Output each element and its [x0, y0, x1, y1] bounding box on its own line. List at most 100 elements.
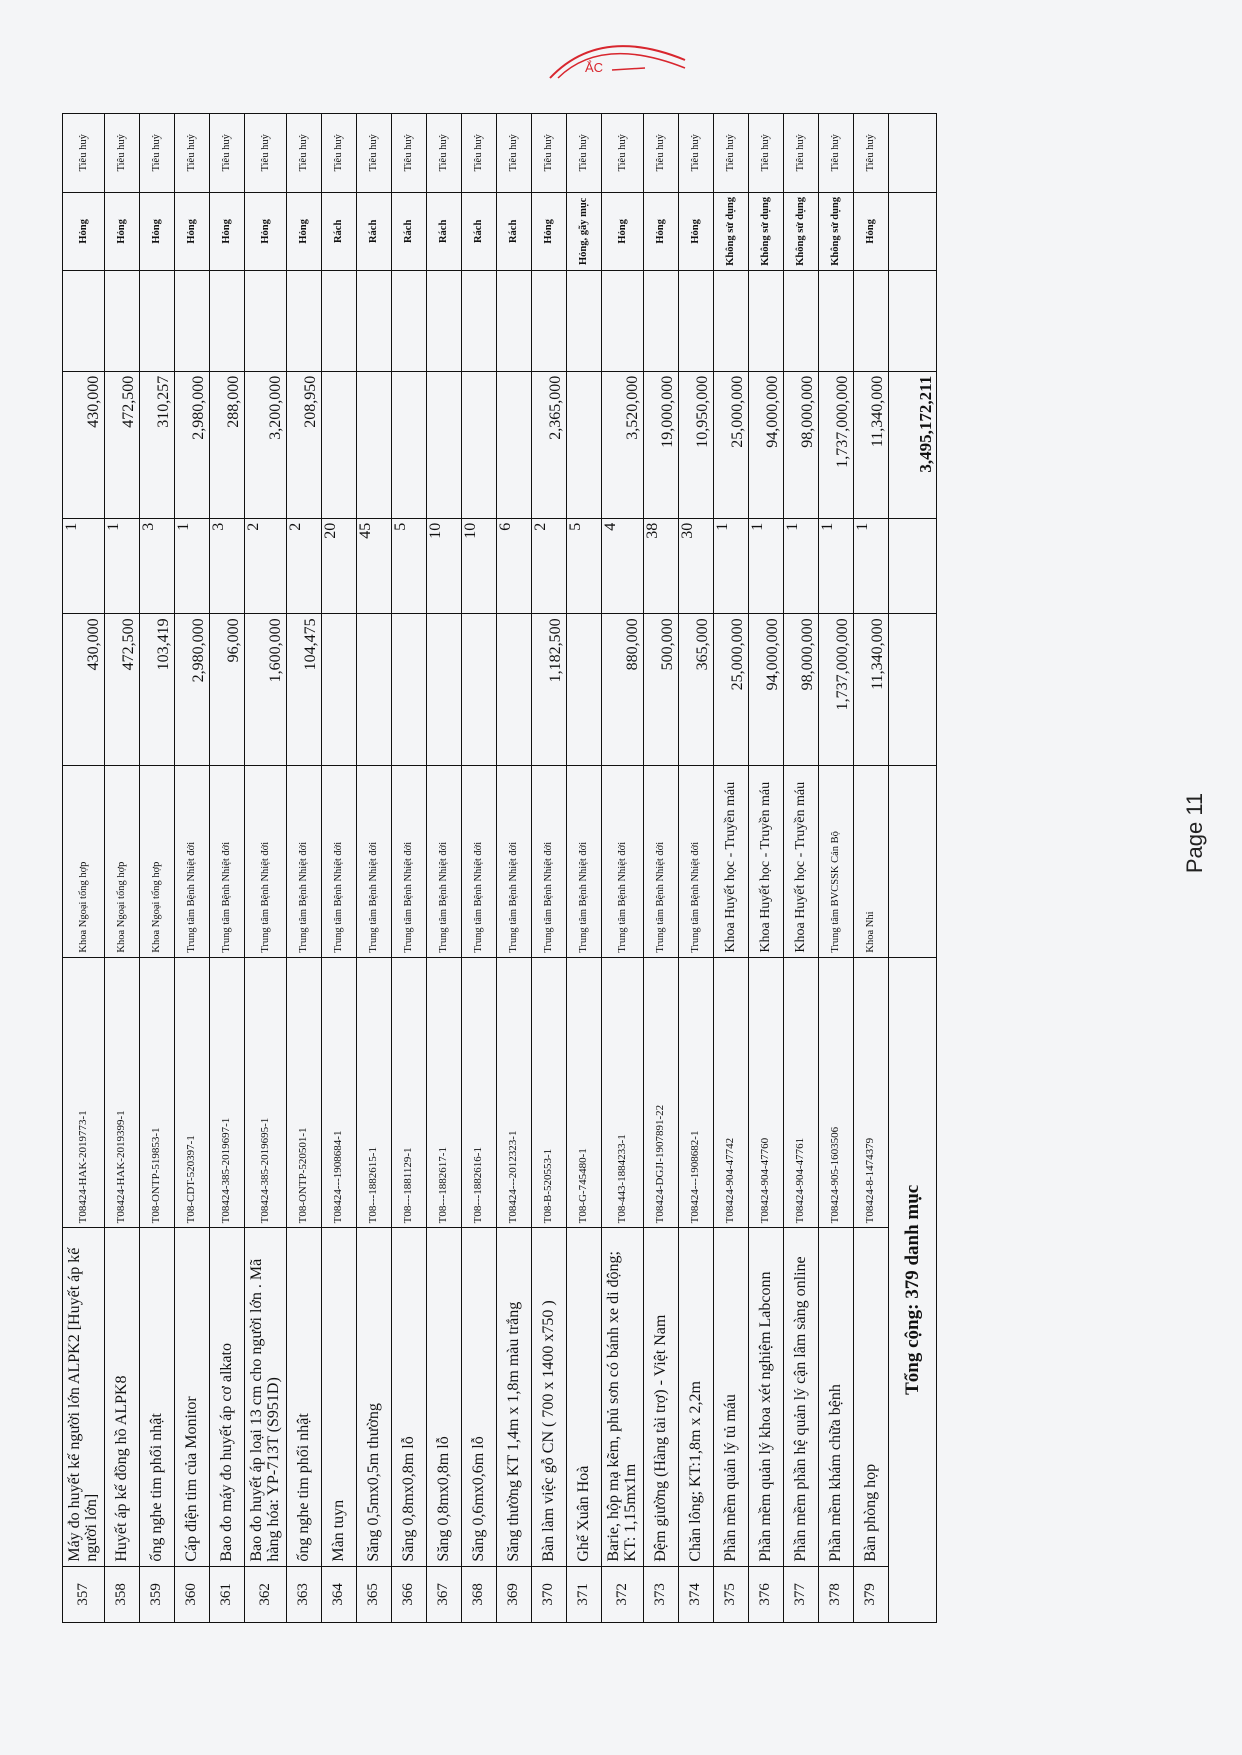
table-row: 357 Máy đo huyết kế người lớn ALPK2 [Huyế… — [62, 113, 105, 1623]
blank-cell — [139, 270, 175, 372]
item-name: Barie, hộp mạ kẽm, phủ sơn có bánh xe di… — [601, 1227, 644, 1567]
disposal-action: Tiêu huỷ — [391, 113, 427, 193]
unit-price: 2,980,000 — [174, 613, 210, 766]
unit-price: 103,419 — [139, 613, 175, 766]
disposal-action: Tiêu huỷ — [748, 113, 784, 193]
table-row: 367 Săng 0,8mx0,8m lỗ T08---1882617-1 Trung… — [426, 113, 462, 1623]
row-number: 362 — [244, 1566, 287, 1623]
line-total — [461, 371, 497, 519]
row-number: 358 — [104, 1566, 140, 1623]
row-number: 367 — [426, 1566, 462, 1623]
asset-code: T08424-385-2019697-1 — [209, 957, 245, 1228]
condition-status: Hỏng — [678, 192, 714, 271]
quantity: 30 — [678, 518, 714, 614]
blank-cell — [356, 270, 392, 372]
page-number: Page 11 — [1182, 792, 1208, 874]
blank-cell — [244, 270, 287, 372]
item-name: Săng 0,6mx0,6m lỗ — [461, 1227, 497, 1567]
unit-price: 1,737,000,000 — [818, 613, 854, 766]
department: Khoa Huyết học - Truyền máu — [748, 765, 784, 958]
line-total: 2,980,000 — [174, 371, 210, 519]
quantity: 1 — [853, 518, 889, 614]
item-name: Cáp điện tim của Monitor — [174, 1227, 210, 1567]
row-number: 373 — [643, 1566, 679, 1623]
item-name: Săng 0,8mx0,8m lỗ — [391, 1227, 427, 1567]
department: Khoa Nhi — [853, 765, 889, 958]
unit-price — [566, 613, 602, 766]
blank-cell — [62, 270, 105, 372]
asset-code: T08424-DGJI-1907891-22 — [643, 957, 679, 1228]
line-total: 11,340,000 — [853, 371, 889, 519]
condition-status: Hỏng — [601, 192, 644, 271]
table-row: 359 ống nghe tim phổi nhật T08-ONTP-519853… — [139, 113, 175, 1623]
blank-cell — [601, 270, 644, 372]
row-number: 379 — [853, 1566, 889, 1623]
unit-price: 11,340,000 — [853, 613, 889, 766]
line-total — [391, 371, 427, 519]
quantity: 4 — [601, 518, 644, 614]
row-number: 363 — [286, 1566, 322, 1623]
unit-price: 880,000 — [601, 613, 644, 766]
condition-status: Hỏng — [853, 192, 889, 271]
quantity: 3 — [139, 518, 175, 614]
condition-status: Rách — [461, 192, 497, 271]
unit-price: 25,000,000 — [713, 613, 749, 766]
blank-cell — [566, 270, 602, 372]
blank-cell — [426, 270, 462, 372]
asset-code: T08-B-520553-1 — [531, 957, 567, 1228]
quantity: 38 — [643, 518, 679, 614]
line-total: 430,000 — [62, 371, 105, 519]
disposal-action: Tiêu huỷ — [783, 113, 819, 193]
condition-status: Hỏng — [244, 192, 287, 271]
disposal-action: Tiêu huỷ — [174, 113, 210, 193]
row-number: 372 — [601, 1566, 644, 1623]
item-name: ống nghe tim phổi nhật — [286, 1227, 322, 1567]
department: Trung tâm Bệnh Nhiệt đới — [461, 765, 497, 958]
line-total: 3,200,000 — [244, 371, 287, 519]
line-total — [566, 371, 602, 519]
row-number: 378 — [818, 1566, 854, 1623]
department: Trung tâm Bệnh Nhiệt đới — [174, 765, 210, 958]
row-number: 364 — [321, 1566, 357, 1623]
unit-price — [461, 613, 497, 766]
asset-code: T08424---1908684-1 — [321, 957, 357, 1228]
department: Trung tâm Bệnh Nhiệt đới — [496, 765, 532, 958]
item-name: Bao đo máy đo huyết áp cơ alkato — [209, 1227, 245, 1567]
table-row: 376 Phần mềm quản lý khoa xét nghiệm Labc… — [748, 113, 784, 1623]
condition-status: Hỏng — [139, 192, 175, 271]
blank-cell — [461, 270, 497, 372]
unit-price: 365,000 — [678, 613, 714, 766]
item-name: Máy đo huyết kế người lớn ALPK2 [Huyết á… — [62, 1227, 105, 1567]
disposal-action: Tiêu huỷ — [461, 113, 497, 193]
blank-cell — [643, 270, 679, 372]
table-row: 375 Phần mềm quản lý tủ máu T08424-904-477… — [713, 113, 749, 1623]
row-number: 365 — [356, 1566, 392, 1623]
grand-total: 3,495,172,211 — [888, 371, 937, 519]
condition-status: Rách — [356, 192, 392, 271]
table-row: 377 Phần mềm phần hệ quản lý cận lâm sàng… — [783, 113, 819, 1623]
unit-price: 96,000 — [209, 613, 245, 766]
disposal-action: Tiêu huỷ — [496, 113, 532, 193]
line-total — [321, 371, 357, 519]
department: Trung tâm Bệnh Nhiệt đới — [566, 765, 602, 958]
table-row: 363 ống nghe tim phổi nhật T08-ONTP-520501… — [286, 113, 322, 1623]
condition-status: Hỏng — [174, 192, 210, 271]
table-row: 372 Barie, hộp mạ kẽm, phủ sơn có bánh xe… — [601, 113, 644, 1623]
disposal-action: Tiêu huỷ — [104, 113, 140, 193]
asset-code: T08-CDT-520397-1 — [174, 957, 210, 1228]
table-row: 370 Bàn làm việc gỗ CN ( 700 x 1400 x750 … — [531, 113, 567, 1623]
blank-cell — [713, 270, 749, 372]
unit-price: 98,000,000 — [783, 613, 819, 766]
asset-code: T08424---2012323-1 — [496, 957, 532, 1228]
row-number: 360 — [174, 1566, 210, 1623]
disposal-action: Tiêu huỷ — [601, 113, 644, 193]
condition-status: Không sử dụng — [818, 192, 854, 271]
disposal-action: Tiêu huỷ — [62, 113, 105, 193]
row-number: 361 — [209, 1566, 245, 1623]
table-row: 371 Ghế Xuân Hoà T08-G-745480-1 Trung tâm B… — [566, 113, 602, 1623]
unit-price: 94,000,000 — [748, 613, 784, 766]
unit-price — [356, 613, 392, 766]
item-name: Đệm giường (Hàng tài trợ) - Việt Nam — [643, 1227, 679, 1567]
asset-code: T08424---1908682-1 — [678, 957, 714, 1228]
line-total: 310,257 — [139, 371, 175, 519]
